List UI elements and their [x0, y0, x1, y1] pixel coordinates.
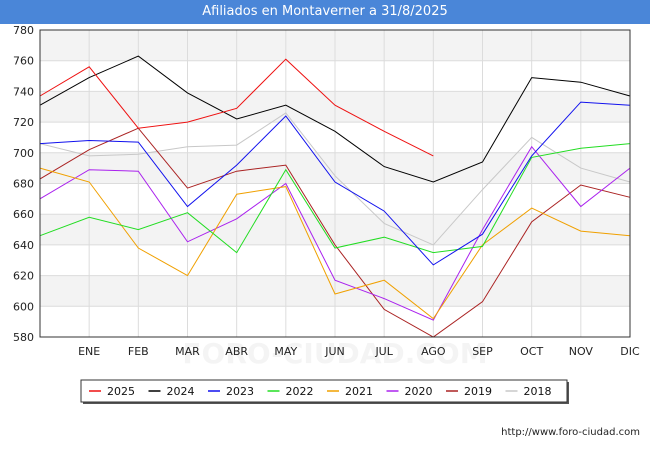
y-tick-label: 620 — [13, 270, 34, 283]
legend-label-2022: 2022 — [286, 385, 314, 398]
x-tick-label: ABR — [225, 345, 248, 358]
legend-label-2025: 2025 — [107, 385, 135, 398]
series-line-2022 — [39, 143, 631, 254]
y-tick-label: 600 — [13, 300, 34, 313]
x-tick-label: OCT — [520, 345, 543, 358]
series-line-2020 — [39, 145, 631, 321]
x-tick-label: MAY — [274, 345, 297, 358]
legend-label-2020: 2020 — [405, 385, 433, 398]
legend-label-2024: 2024 — [167, 385, 195, 398]
series-line-2025 — [39, 58, 434, 157]
x-tick-labels: ENE FEB MAR ABR MAY JUN JUL AGO SEP OCT NOV DIC — [78, 345, 640, 358]
y-tick-labels: 580 600 620 640 660 680 700 720 740 760 780 — [13, 24, 34, 344]
y-tick-label: 660 — [13, 208, 34, 221]
x-tick-label: NOV — [569, 345, 594, 358]
legend: 2025 2024 2023 2022 2021 2020 2019 2018 — [80, 379, 569, 404]
y-tick-label: 780 — [13, 24, 34, 37]
series-line-2024 — [39, 55, 631, 183]
axes — [39, 29, 631, 338]
x-tick-label: DIC — [620, 345, 640, 358]
y-tick-label: 580 — [13, 331, 34, 344]
x-tick-label: AGO — [421, 345, 446, 358]
y-tick-label: 760 — [13, 55, 34, 68]
y-tick-label: 700 — [13, 147, 34, 160]
x-tick-label: JUN — [324, 345, 345, 358]
legend-box — [80, 379, 568, 403]
legend-label-2018: 2018 — [524, 385, 552, 398]
series-line-2021 — [39, 167, 631, 320]
x-tick-label: JUL — [374, 345, 393, 358]
y-tick-label: 640 — [13, 239, 34, 252]
legend-label-2023: 2023 — [226, 385, 254, 398]
series-lines — [39, 55, 631, 338]
chart-title: Afiliados en Montaverner a 31/8/2025 — [0, 0, 650, 24]
x-tick-label: FEB — [128, 345, 149, 358]
x-tick-label: SEP — [472, 345, 493, 358]
x-tick-label: ENE — [78, 345, 100, 358]
plot-frame — [39, 29, 631, 338]
legend-label-2019: 2019 — [464, 385, 492, 398]
series-line-2023 — [39, 101, 631, 266]
y-tick-label: 740 — [13, 85, 34, 98]
watermark: FORO-CIUDAD.COM — [182, 337, 487, 370]
legend-label-2021: 2021 — [345, 385, 373, 398]
x-tick-label: MAR — [175, 345, 200, 358]
y-tick-label: 680 — [13, 178, 34, 191]
footer-url: http://www.foro-ciudad.com — [501, 427, 640, 438]
series-line-2018 — [39, 112, 631, 246]
y-tick-label: 720 — [13, 116, 34, 129]
